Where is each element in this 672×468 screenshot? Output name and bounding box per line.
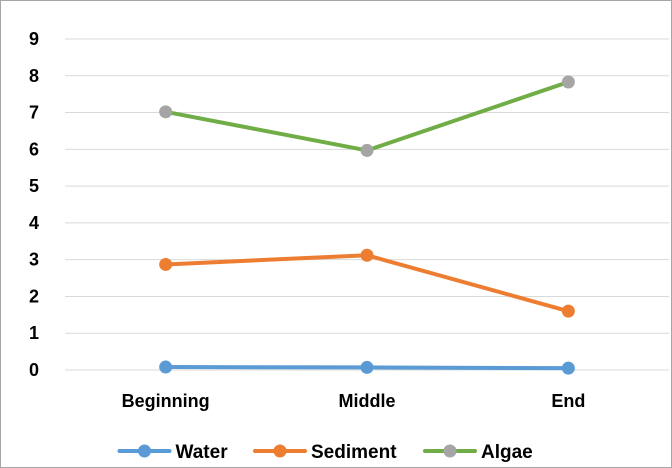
y-tick-label: 6: [29, 139, 39, 159]
series-sediment: [159, 248, 575, 318]
series-lines: [159, 75, 575, 375]
x-tick-label: End: [551, 391, 585, 411]
legend-marker: [443, 444, 457, 458]
legend-marker: [273, 444, 287, 458]
legend-item-water: Water: [117, 442, 229, 463]
data-point-sediment: [561, 304, 575, 318]
y-tick-label: 5: [29, 176, 39, 196]
y-tick-label: 9: [29, 29, 39, 49]
data-point-sediment: [159, 257, 173, 271]
x-tick-label: Middle: [339, 391, 396, 411]
x-tick-label: Beginning: [122, 391, 210, 411]
data-point-algae: [159, 105, 173, 119]
y-tick-label: 4: [29, 213, 39, 233]
x-axis-ticks: Beginning Middle End: [122, 391, 586, 411]
series-water: [159, 360, 575, 375]
legend-label: Water: [176, 442, 229, 463]
y-tick-label: 0: [29, 360, 39, 380]
legend-label: Algae: [481, 442, 533, 463]
y-axis-ticks: 0 1 2 3 4 5 6 7 8 9: [29, 29, 39, 380]
y-tick-label: 8: [29, 66, 39, 86]
data-point-water: [561, 361, 575, 375]
y-tick-label: 3: [29, 250, 39, 270]
series-algae: [159, 75, 575, 157]
series-line-sediment: [163, 253, 571, 314]
legend-item-algae: Algae: [423, 442, 533, 463]
legend-marker: [138, 444, 151, 458]
legend-label: Sediment: [311, 442, 397, 463]
y-tick-label: 2: [29, 286, 39, 306]
legend-item-sediment: Sediment: [253, 442, 397, 463]
data-point-water: [360, 360, 374, 374]
gridlines: [65, 38, 669, 371]
series-line-algae: [163, 80, 571, 153]
legend: Water Sediment Algae: [117, 442, 533, 463]
data-point-sediment: [360, 248, 374, 262]
data-point-water: [159, 360, 173, 374]
y-tick-label: 7: [29, 103, 39, 123]
y-tick-label: 1: [29, 323, 39, 343]
data-point-algae: [360, 143, 374, 157]
data-point-algae: [561, 75, 575, 89]
